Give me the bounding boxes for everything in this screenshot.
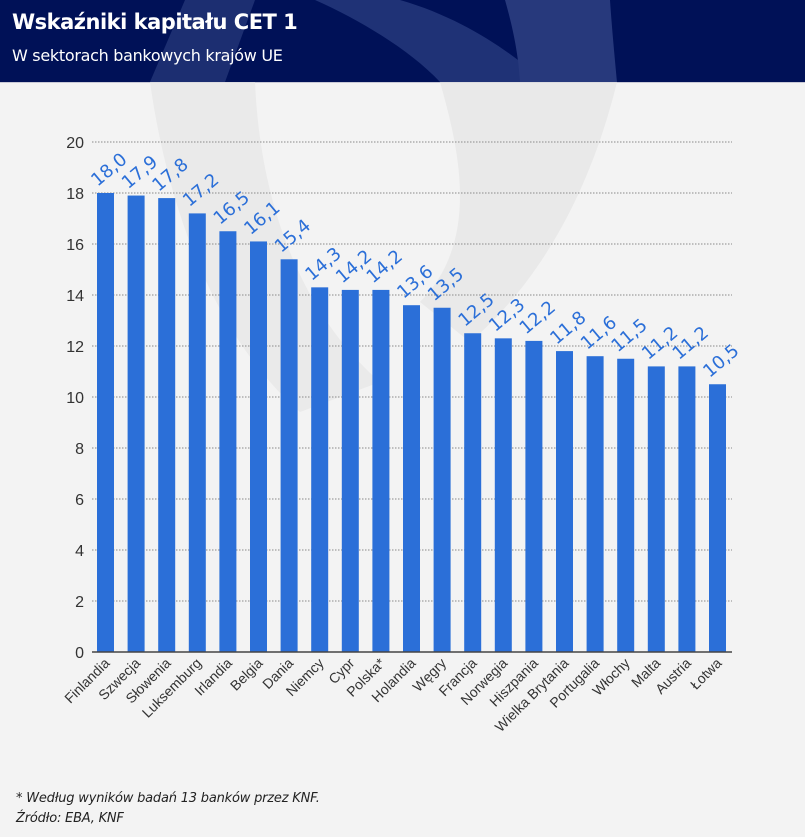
value-label: 11,2	[669, 322, 713, 364]
chart-title: Wskaźniki kapitału CET 1	[12, 10, 298, 34]
value-label: 10,5	[699, 340, 743, 382]
bar	[678, 366, 696, 652]
bar	[647, 366, 665, 652]
x-axis-labels: FinlandiaSzwecjaSłoweniaLuksemburgIrland…	[61, 654, 725, 734]
bar	[586, 356, 604, 652]
bar	[158, 198, 176, 652]
y-tick-label: 18	[66, 186, 84, 203]
y-tick-label: 0	[75, 645, 84, 662]
y-tick-label: 20	[66, 135, 84, 152]
y-tick-label: 6	[75, 492, 84, 509]
source-note: Źródło: EBA, KNF	[16, 811, 124, 826]
bar	[341, 289, 359, 652]
chart-header: Wskaźniki kapitału CET 1 W sektorach ban…	[0, 0, 805, 83]
bars	[97, 193, 726, 653]
bar	[97, 193, 114, 652]
x-tick-label: Belgia	[227, 655, 266, 694]
bar	[617, 358, 635, 652]
y-tick-label: 4	[75, 543, 84, 560]
bar	[372, 289, 390, 652]
y-tick-label: 10	[66, 390, 84, 407]
bar	[556, 351, 573, 652]
y-tick-label: 12	[66, 339, 84, 356]
bar	[250, 241, 267, 652]
y-tick-label: 8	[75, 441, 84, 458]
y-tick-label: 2	[75, 594, 84, 611]
y-tick-label: 16	[66, 237, 84, 254]
bar	[433, 307, 451, 652]
bar	[127, 195, 145, 653]
bar	[311, 287, 329, 652]
bar	[494, 338, 512, 652]
bar	[464, 333, 482, 652]
bar	[280, 259, 298, 652]
bar	[219, 231, 237, 652]
x-tick-label: Łotwa	[687, 655, 725, 693]
footnote: * Według wyników badań 13 banków przez K…	[16, 791, 320, 806]
bar	[188, 213, 206, 652]
y-axis-ticks: 0 2 4 6 8 10 12 14 16 18 20	[66, 135, 84, 662]
bar	[403, 305, 420, 652]
bar	[525, 340, 543, 652]
bar	[709, 384, 726, 652]
y-tick-label: 14	[66, 288, 84, 305]
chart-subtitle: W sektorach bankowych krajów UE	[12, 46, 283, 65]
header-decoration	[150, 0, 617, 82]
value-label: 15,4	[271, 215, 315, 257]
